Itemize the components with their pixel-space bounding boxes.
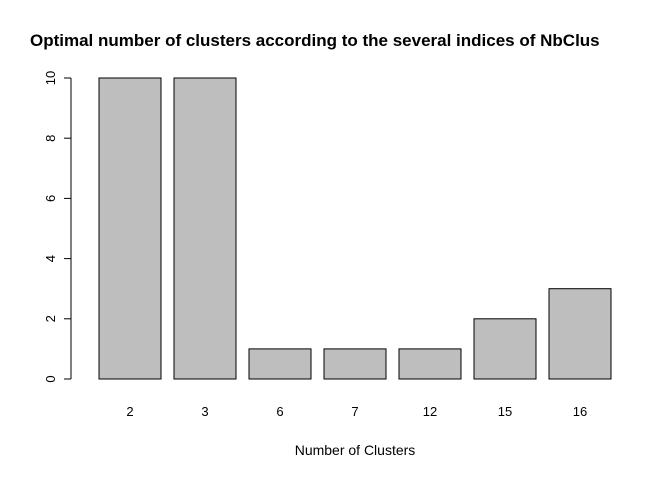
bar-12 bbox=[398, 348, 462, 380]
bars-group bbox=[98, 77, 612, 380]
x-tick-label-7: 7 bbox=[351, 404, 358, 419]
y-axis: 0 2 4 6 8 10 bbox=[43, 71, 72, 383]
y-tick-label-4: 4 bbox=[43, 255, 58, 262]
x-tick-label-2: 2 bbox=[126, 404, 133, 419]
x-tick-label-12: 12 bbox=[423, 404, 437, 419]
x-tick-label-15: 15 bbox=[498, 404, 512, 419]
y-tick-label-0: 0 bbox=[43, 375, 58, 382]
chart-title: Optimal number of clusters according to … bbox=[30, 31, 600, 50]
y-tick-label-8: 8 bbox=[43, 135, 58, 142]
y-tick-label-10: 10 bbox=[43, 71, 58, 85]
bar-16 bbox=[548, 288, 612, 380]
x-axis-label: Number of Clusters bbox=[295, 442, 416, 458]
x-tick-label-6: 6 bbox=[276, 404, 283, 419]
bar-3 bbox=[173, 77, 237, 380]
y-tick-label-6: 6 bbox=[43, 195, 58, 202]
bar-15 bbox=[473, 318, 537, 380]
bar-2 bbox=[98, 77, 162, 380]
x-tick-label-3: 3 bbox=[201, 404, 208, 419]
x-tick-labels: 2 3 6 7 12 15 16 bbox=[126, 404, 587, 419]
bar-7 bbox=[323, 348, 387, 380]
bar-6 bbox=[248, 348, 312, 380]
x-tick-label-16: 16 bbox=[573, 404, 587, 419]
y-tick-label-2: 2 bbox=[43, 315, 58, 322]
